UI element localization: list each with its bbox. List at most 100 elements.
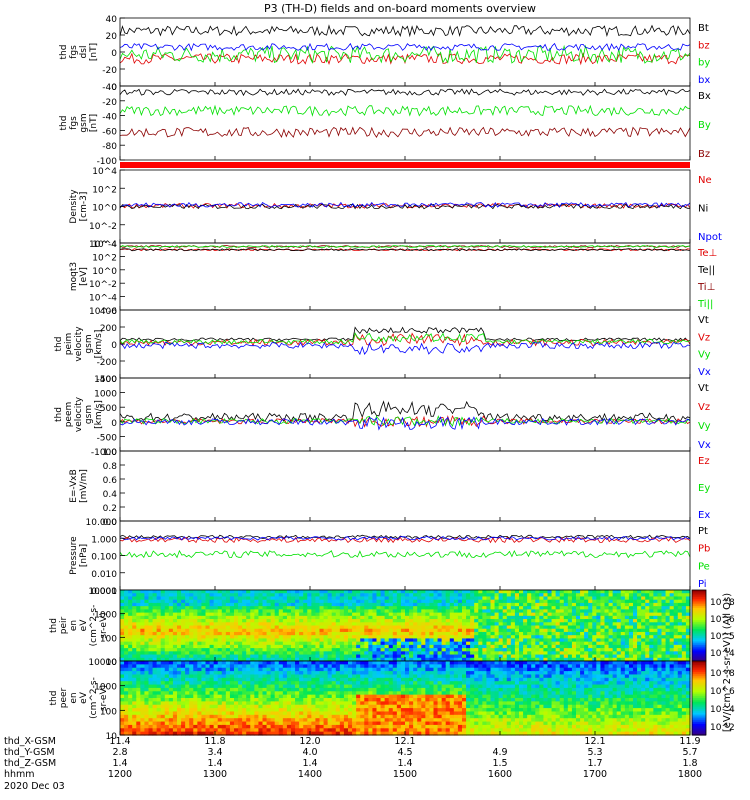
heatmap-cell: [193, 718, 198, 723]
heatmap-cell: [225, 698, 231, 702]
heatmap-cell: [274, 687, 280, 692]
heatmap-cell: [470, 612, 475, 617]
heatmap-cell: [278, 664, 284, 669]
legend-bx: Bx: [698, 91, 711, 102]
heatmap-cell: [140, 674, 146, 679]
heatmap-cell: [307, 654, 312, 659]
heatmap-cell: [633, 622, 638, 627]
heatmap-cell: [303, 731, 308, 736]
heatmap-cell: [673, 654, 679, 659]
heatmap-cell: [356, 667, 361, 672]
heatmap-cell: [604, 606, 610, 610]
heatmap-cell: [201, 648, 207, 652]
heatmap-cell: [563, 657, 569, 662]
heatmap-cell: [327, 687, 333, 692]
heatmap-cell: [128, 721, 133, 726]
heatmap-cell: [669, 593, 675, 598]
heatmap-cell: [181, 664, 186, 669]
heatmap-cell: [254, 609, 260, 614]
heatmap-cell: [413, 687, 418, 692]
heatmap-cell: [299, 648, 304, 652]
heatmap-cell: [356, 606, 361, 610]
heatmap-cell: [311, 674, 317, 679]
heatmap-cell: [209, 687, 215, 692]
heatmap-cell: [242, 628, 247, 633]
heatmap-cell: [510, 619, 516, 623]
heatmap-cell: [315, 593, 321, 598]
heatmap-cell: [128, 635, 133, 640]
heatmap-cell: [242, 714, 247, 719]
heatmap-cell: [254, 704, 260, 709]
heatmap-cell: [238, 628, 243, 633]
heatmap-cell: [221, 674, 227, 679]
heatmap-cell: [299, 694, 304, 699]
colorbar-segment: [692, 650, 706, 653]
heatmap-cell: [160, 661, 166, 665]
heatmap-cell: [392, 654, 398, 659]
heatmap-cell: [633, 619, 638, 623]
heatmap-cell: [132, 631, 137, 636]
heatmap-cell: [286, 593, 292, 598]
heatmap-cell: [673, 641, 679, 646]
heatmap-cell: [531, 599, 536, 604]
heatmap-cell: [311, 684, 317, 689]
heatmap-cell: [258, 644, 264, 649]
heatmap-cell: [331, 641, 337, 646]
heatmap-cell: [295, 714, 300, 719]
heatmap-cell: [457, 625, 463, 630]
heatmap-cell: [637, 609, 642, 614]
heatmap-cell: [303, 635, 308, 640]
heatmap-cell: [156, 635, 162, 640]
heatmap-cell: [238, 687, 243, 692]
heatmap-cell: [335, 648, 341, 652]
heatmap-cell: [433, 593, 439, 598]
heatmap-cell: [217, 606, 223, 610]
heatmap-cell: [307, 724, 312, 729]
heatmap-cell: [352, 593, 357, 598]
heatmap-cell: [600, 638, 606, 643]
heatmap-cell: [229, 711, 235, 716]
heatmap-cell: [144, 631, 150, 636]
heatmap-cell: [364, 609, 369, 614]
heatmap-cell: [323, 599, 329, 604]
heatmap-cell: [319, 631, 325, 636]
heatmap-cell: [348, 609, 353, 614]
heatmap-cell: [498, 638, 504, 643]
heatmap-cell: [303, 711, 308, 716]
heatmap-cell: [413, 612, 418, 617]
heatmap-cell: [315, 644, 321, 649]
heatmap-cell: [429, 644, 435, 649]
heatmap-cell: [160, 708, 166, 713]
heatmap-cell: [217, 590, 223, 594]
heatmap-cell: [445, 612, 451, 617]
heatmap-cell: [144, 704, 150, 709]
heatmap-cell: [315, 674, 321, 679]
colorbar-segment: [692, 643, 706, 646]
heatmap-cell: [392, 635, 398, 640]
heatmap-cell: [466, 638, 471, 643]
y-axis-label-line: peim: [64, 333, 74, 356]
heatmap-cell: [327, 667, 333, 672]
heatmap-cell: [380, 728, 386, 733]
heatmap-cell: [140, 681, 146, 686]
heatmap-cell: [384, 657, 390, 662]
heatmap-cell: [181, 609, 186, 614]
heatmap-cell: [319, 701, 325, 706]
heatmap-cell: [335, 619, 341, 623]
heatmap-cell: [258, 724, 264, 729]
heatmap-cell: [413, 728, 418, 733]
heatmap-cell: [221, 694, 227, 699]
heatmap-cell: [470, 593, 475, 598]
heatmap-cell: [331, 635, 337, 640]
heatmap-cell: [286, 635, 292, 640]
heatmap-cell: [168, 648, 174, 652]
heatmap-cell: [250, 612, 255, 617]
heatmap-cell: [282, 638, 288, 643]
heatmap-cell: [124, 590, 129, 594]
colorbar-segment: [692, 625, 706, 628]
heatmap-cell: [209, 731, 215, 736]
heatmap-cell: [449, 619, 455, 623]
heatmap-cell: [425, 641, 431, 646]
heatmap-cell: [653, 615, 659, 620]
